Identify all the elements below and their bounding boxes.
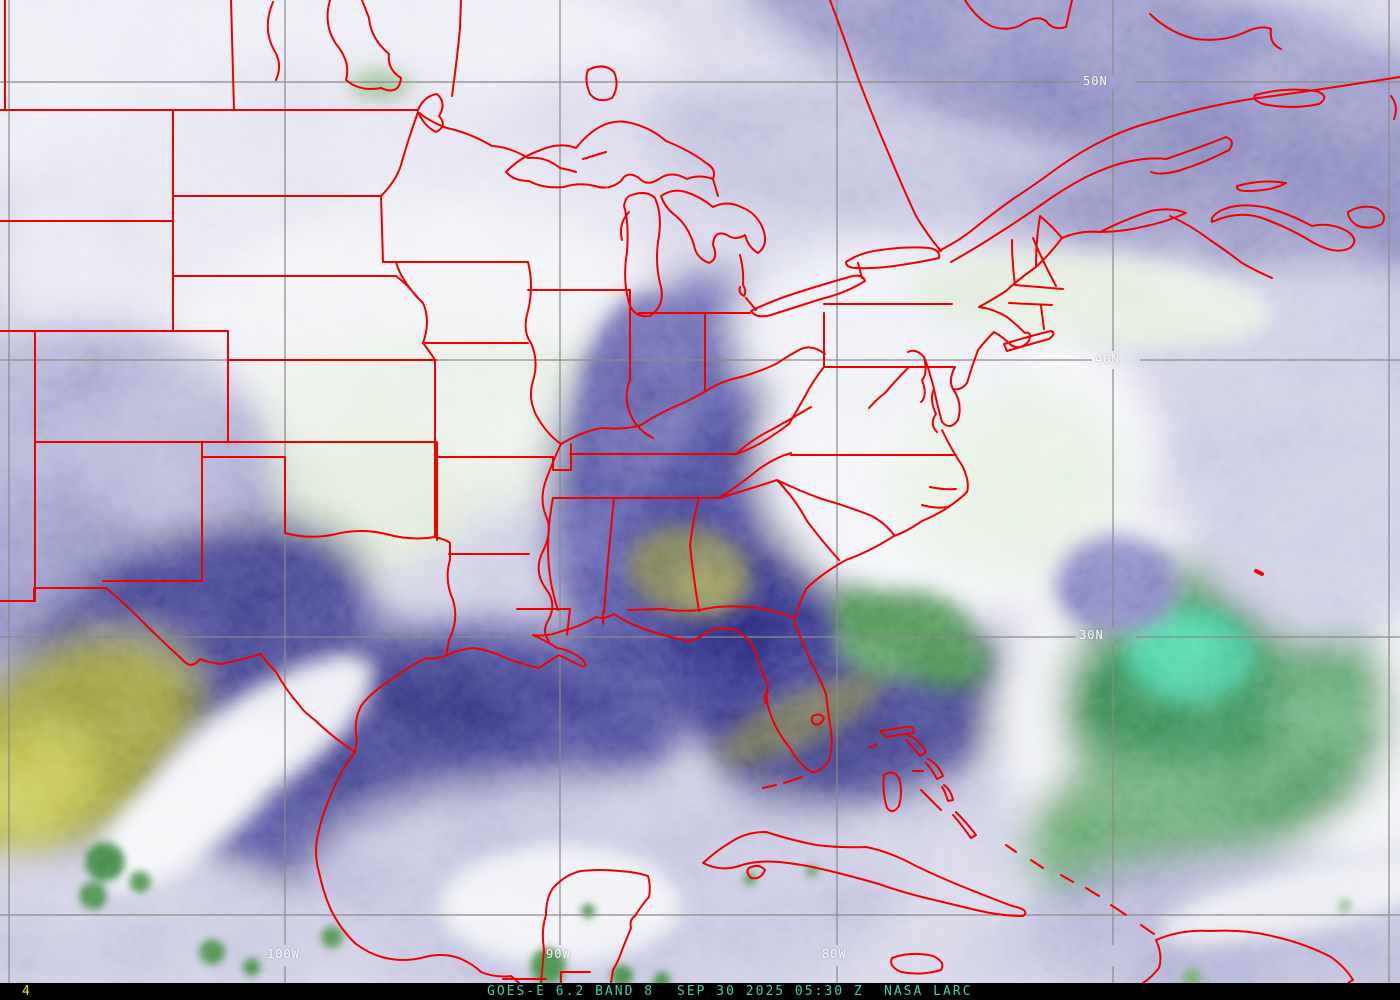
longitude-label-100w: 100W	[267, 947, 300, 961]
frame-counter: 4	[22, 984, 32, 999]
timestamp-label: SEP 30 2025 05:30 Z	[677, 984, 864, 999]
image-caption-bar: 4 GOES-E 6.2 BAND 8 SEP 30 2025 05:30 Z …	[0, 983, 1400, 1000]
latitude-label-40n: 40N	[1095, 352, 1120, 366]
longitude-label-90w: 90W	[546, 947, 571, 961]
latitude-label-50n: 50N	[1083, 74, 1108, 88]
longitude-label-80w: 80W	[822, 947, 847, 961]
product-label: GOES-E 6.2 BAND 8	[487, 984, 655, 999]
latitude-label-30n: 30N	[1079, 628, 1104, 642]
credit-label: NASA LARC	[884, 984, 973, 999]
